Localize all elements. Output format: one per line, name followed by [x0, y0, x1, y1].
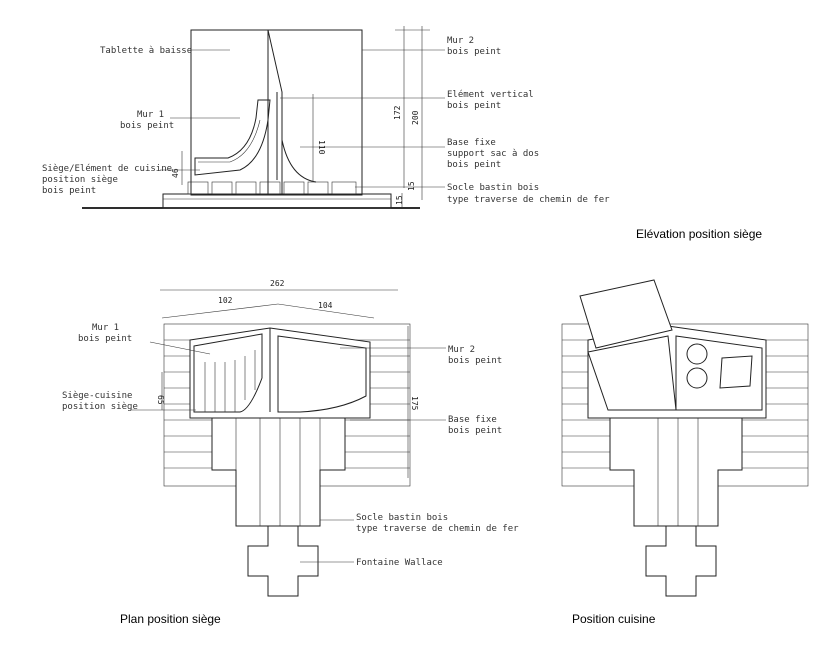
label-element-line2: bois peint — [447, 101, 501, 111]
label-socle-line1: Socle bastin bois — [447, 183, 539, 193]
plan-label-base-line2: bois peint — [448, 426, 502, 436]
plan-label-socle-line1: Socle bastin bois — [356, 513, 448, 523]
cuisine-fontaine — [645, 525, 717, 597]
label-mur2-line2: bois peint — [447, 47, 501, 57]
label-base-line1: Base fixe — [447, 138, 496, 148]
label-siege-line1: Siège/Elément de cuisine — [42, 163, 172, 174]
label-socle-line2: type traverse de chemin de fer — [447, 195, 610, 205]
elevation-title: Elévation position siège — [636, 227, 762, 241]
label-tablette: Tablette à baisse — [100, 46, 192, 56]
dim-200: 200 — [411, 110, 420, 125]
plan-label-mur2-line1: Mur 2 — [448, 345, 475, 355]
dim-262: 262 — [270, 279, 285, 288]
dim-102: 102 — [218, 296, 233, 305]
seat-element — [194, 99, 271, 176]
cuisine-socle-stepped — [587, 409, 767, 527]
plan-label-mur1-line1: Mur 1 — [92, 323, 119, 333]
mur-2-panel — [267, 29, 363, 196]
label-base-line2: support sac à dos — [447, 149, 539, 159]
sink — [719, 355, 753, 389]
label-base-line3: bois peint — [447, 160, 501, 170]
dim-65: 65 — [156, 395, 165, 405]
plan-label-base-line1: Base fixe — [448, 415, 497, 425]
cuisine-view: Position cuisine — [561, 279, 809, 626]
cuisine-title: Position cuisine — [572, 612, 656, 626]
plan-label-siege-line2: position siège — [62, 401, 138, 412]
plan-view: 262 102 104 65 175 Mur 1 bois peint Mur … — [62, 279, 519, 626]
burner-bottom — [686, 367, 708, 389]
dim-104: 104 — [318, 301, 333, 310]
plan-fontaine — [247, 525, 319, 597]
label-siege-line3: bois peint — [42, 186, 96, 196]
dim-172: 172 — [393, 105, 402, 120]
plan-title: Plan position siège — [120, 612, 221, 626]
base-fixe-curve — [281, 139, 317, 183]
plan-label-socle-line2: type traverse de chemin de fer — [356, 524, 519, 534]
label-mur2-line1: Mur 2 — [447, 36, 474, 46]
label-siege-line2: position siège — [42, 174, 118, 185]
elevation-socle — [162, 193, 392, 209]
burner-top — [686, 343, 708, 365]
plan-label-mur1-line2: bois peint — [78, 334, 132, 344]
label-element-line1: Elément vertical — [447, 89, 534, 100]
dim-15-bottom: 15 — [395, 195, 404, 205]
plan-label-mur2-line2: bois peint — [448, 356, 502, 366]
plan-label-fontaine: Fontaine Wallace — [356, 558, 443, 568]
dim-15-top: 15 — [407, 181, 416, 191]
label-mur1-line1: Mur 1 — [137, 110, 164, 120]
cuisine-open-tablette — [579, 279, 673, 349]
socle-sleepers — [187, 181, 357, 195]
dim-110: 110 — [317, 140, 326, 155]
label-mur1-line2: bois peint — [120, 121, 174, 131]
dim-46: 46 — [171, 168, 180, 178]
plan-label-siege-line1: Siège-cuisine — [62, 390, 132, 401]
elevation-view: 172 200 110 46 15 15 Tablette à baisse M… — [42, 26, 762, 241]
dim-175: 175 — [410, 396, 419, 411]
